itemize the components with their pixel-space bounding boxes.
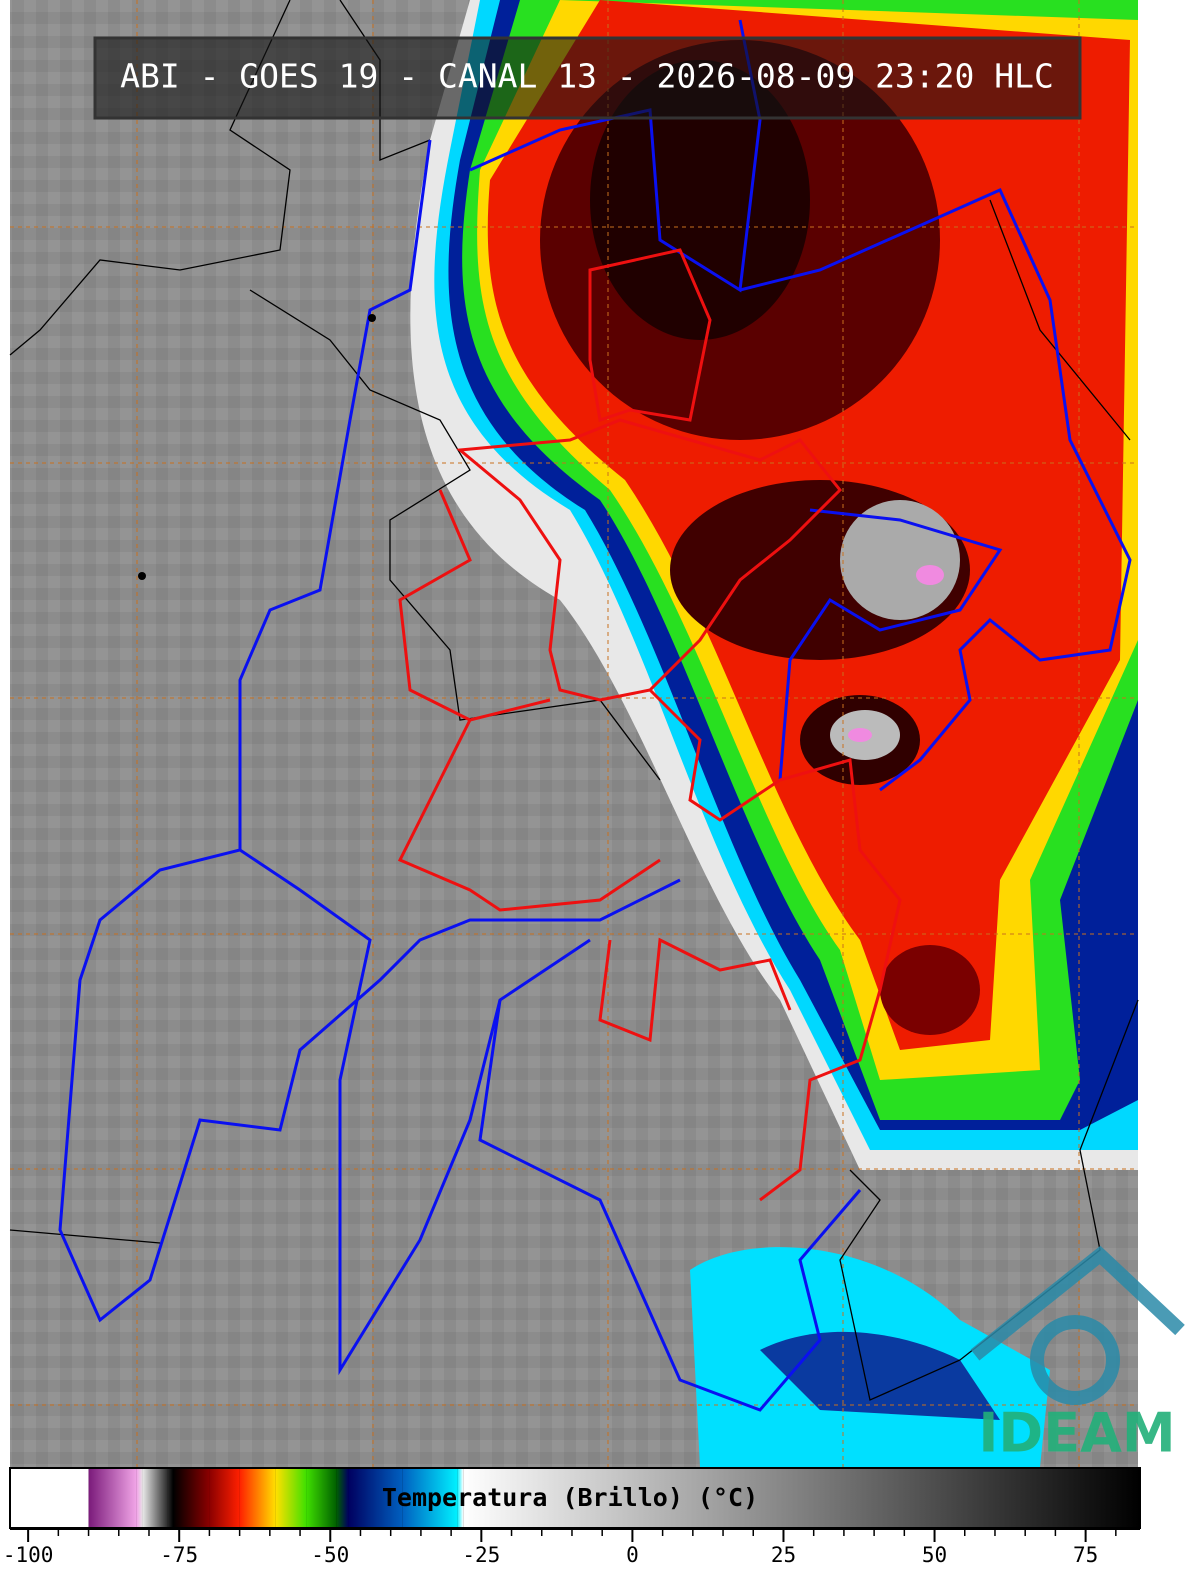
- colorbar-segment: [167, 1468, 174, 1528]
- overshoot: [840, 500, 960, 620]
- country-borders: [9, 0, 1139, 1401]
- colorbar-segment: [239, 1468, 276, 1528]
- city-dot: [138, 572, 146, 580]
- colorbar-segment: [136, 1468, 143, 1528]
- colorbar-segment: [10, 1468, 89, 1528]
- colorbar-segment: [306, 1468, 337, 1528]
- tick-label: -100: [3, 1543, 54, 1567]
- tick-label: 0: [626, 1543, 639, 1567]
- tick-label: 25: [771, 1543, 796, 1567]
- tick-label: 50: [922, 1543, 947, 1567]
- colorbar-segment: [336, 1468, 349, 1528]
- logo-text: IDEAM: [978, 1402, 1175, 1465]
- logo-mark: [970, 1245, 1185, 1405]
- colorbar-segment: [457, 1468, 464, 1528]
- tick-label: 75: [1073, 1543, 1098, 1567]
- region-borders: [58, 19, 1132, 1412]
- overshoot-peak: [916, 565, 944, 585]
- title: ABI - GOES 19 - CANAL 13 - 2026-08-09 23…: [120, 57, 1054, 96]
- tick-label: -25: [462, 1543, 500, 1567]
- colorbar-segment: [142, 1468, 168, 1528]
- colorbar-segment: [209, 1468, 240, 1528]
- colorbar-segment: [348, 1468, 403, 1528]
- cloud-blue: [760, 1331, 1000, 1420]
- colorbar-segment: [402, 1468, 458, 1528]
- cloud-core: [880, 945, 980, 1035]
- tick-label: -75: [160, 1543, 198, 1567]
- overshoot-peak: [848, 728, 872, 742]
- colorbar-segment: [463, 1468, 1140, 1528]
- tick-label: -50: [311, 1543, 349, 1567]
- cloud-core-dark: [590, 60, 810, 340]
- satellite-map: ABI - GOES 19 - CANAL 13 - 2026-08-09 23…: [9, 0, 1185, 1467]
- city-dot: [368, 314, 376, 322]
- colorbar-segment: [275, 1468, 307, 1528]
- colorbar-segment: [173, 1468, 210, 1528]
- colorbar-label: Temperatura (Brillo) (°C): [382, 1483, 758, 1512]
- department-borders: [397, 248, 902, 1202]
- colorbar-segment: [88, 1468, 137, 1528]
- colorbar: Temperatura (Brillo) (°C) -100 -75 -50 -25 0…: [3, 1467, 1141, 1567]
- title-box: [93, 36, 1082, 120]
